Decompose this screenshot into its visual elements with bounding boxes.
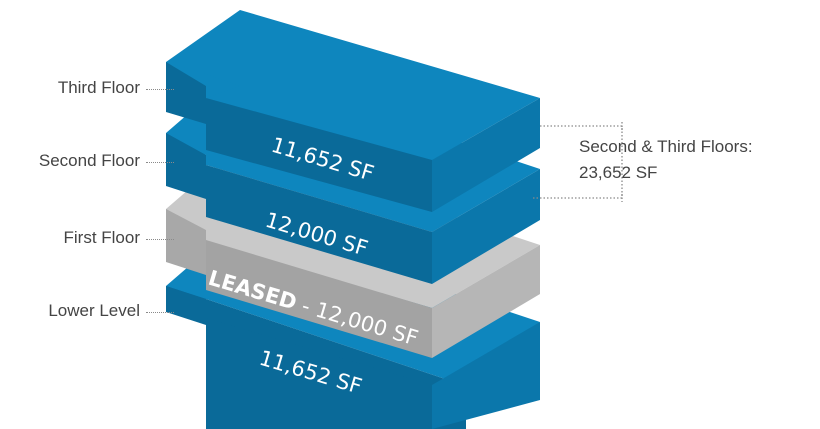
lower-level-leader — [146, 312, 174, 313]
first-floor-label: First Floor — [0, 228, 140, 248]
callout-total: 23,652 SF — [579, 160, 753, 186]
lower-level-label: Lower Level — [0, 301, 140, 321]
first-floor-leader — [146, 239, 174, 240]
second-floor-leader — [146, 162, 174, 163]
second-floor-label: Second Floor — [0, 151, 140, 171]
callout-title: Second & Third Floors: — [579, 134, 753, 160]
third-floor-leader — [146, 89, 174, 90]
second-third-callout: Second & Third Floors: 23,652 SF — [579, 134, 753, 186]
third-floor-label: Third Floor — [0, 78, 140, 98]
